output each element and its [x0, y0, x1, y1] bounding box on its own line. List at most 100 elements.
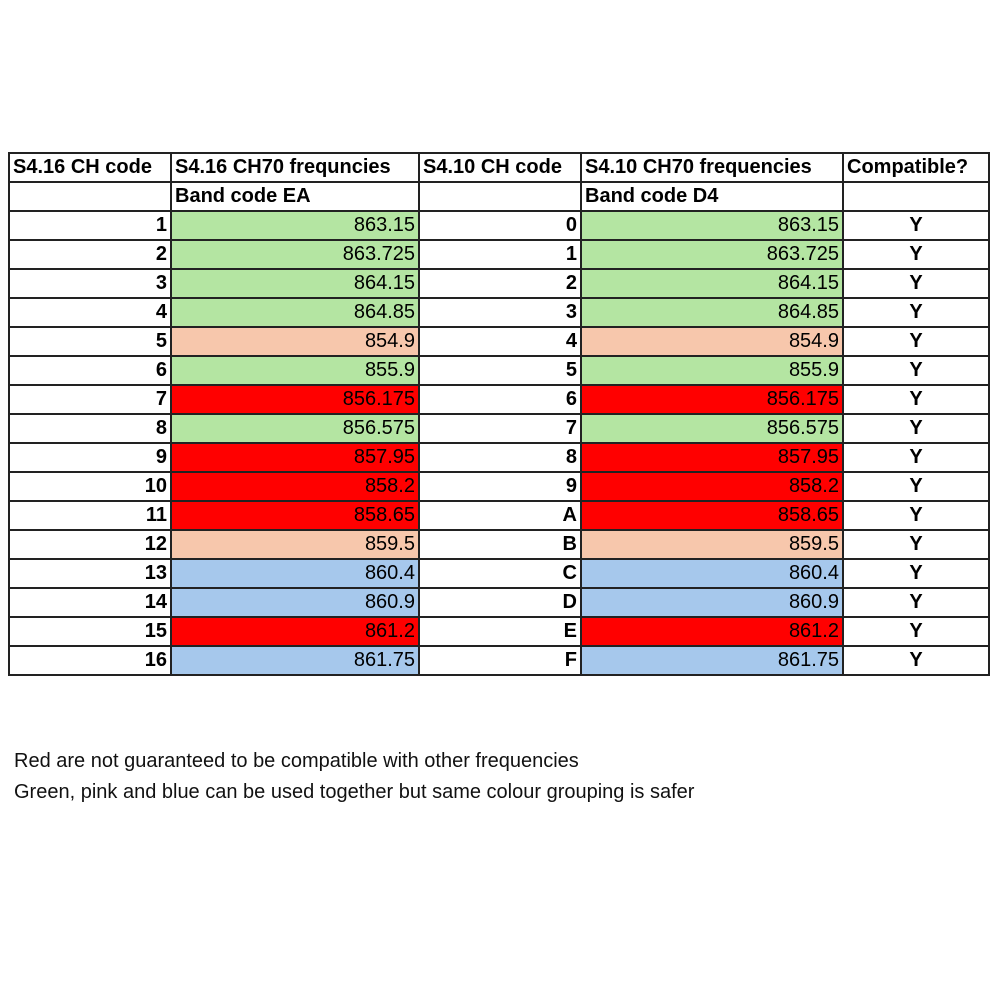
compatible-cell: Y: [842, 500, 990, 531]
code-cell: 4: [418, 326, 582, 357]
header-row: S4.16 CH code S4.16 CH70 frequncies S4.10 …: [8, 152, 990, 183]
compatible-cell: Y: [842, 442, 990, 473]
frequency-cell: 854.9: [170, 326, 420, 357]
compatible-cell: Y: [842, 471, 990, 502]
frequency-cell: 856.175: [170, 384, 420, 415]
table-row: 5 854.9 4 854.9 Y: [8, 326, 990, 357]
code-cell: F: [418, 645, 582, 676]
frequency-cell: 863.15: [580, 210, 844, 241]
note: Green, pink and blue can be used togethe…: [14, 781, 695, 803]
compatible-cell: Y: [842, 587, 990, 618]
code-cell: 8: [8, 413, 172, 444]
table-row: 2 863.725 1 863.725 Y: [8, 239, 990, 270]
empty-cell: [8, 181, 172, 212]
code-cell: 14: [8, 587, 172, 618]
frequency-cell: 863.725: [580, 239, 844, 270]
code-cell: 2: [8, 239, 172, 270]
code-cell: 2: [418, 268, 582, 299]
frequency-cell: 858.65: [580, 500, 844, 531]
code-cell: 13: [8, 558, 172, 589]
frequency-cell: 860.4: [170, 558, 420, 589]
table-body: S4.16 CH code S4.16 CH70 frequncies S4.10 …: [8, 152, 990, 676]
code-cell: 9: [8, 442, 172, 473]
table-row: 1 863.15 0 863.15 Y: [8, 210, 990, 241]
frequency-cell: 864.15: [580, 268, 844, 299]
compatible-cell: Y: [842, 413, 990, 444]
table-row: 16 861.75 F 861.75 Y: [8, 645, 990, 676]
code-cell: D: [418, 587, 582, 618]
header-cell: Compatible?: [842, 152, 990, 183]
code-cell: 5: [8, 326, 172, 357]
compatible-cell: Y: [842, 616, 990, 647]
code-cell: 7: [8, 384, 172, 415]
code-cell: C: [418, 558, 582, 589]
table-row: 7 856.175 6 856.175 Y: [8, 384, 990, 415]
code-cell: 16: [8, 645, 172, 676]
table-row: 8 856.575 7 856.575 Y: [8, 413, 990, 444]
table-row: 6 855.9 5 855.9 Y: [8, 355, 990, 386]
frequency-cell: 861.75: [580, 645, 844, 676]
frequency-cell: 861.75: [170, 645, 420, 676]
frequency-cell: 864.85: [170, 297, 420, 328]
table-row: 11 858.65 A 858.65 Y: [8, 500, 990, 531]
code-cell: 3: [418, 297, 582, 328]
frequency-cell: 861.2: [580, 616, 844, 647]
compatible-cell: Y: [842, 355, 990, 386]
code-cell: 3: [8, 268, 172, 299]
frequency-cell: 857.95: [170, 442, 420, 473]
code-cell: 0: [418, 210, 582, 241]
frequency-cell: 857.95: [580, 442, 844, 473]
frequency-cell: 860.9: [580, 587, 844, 618]
table-row: 14 860.9 D 860.9 Y: [8, 587, 990, 618]
frequency-cell: 859.5: [580, 529, 844, 560]
compatible-cell: Y: [842, 326, 990, 357]
frequency-cell: 856.175: [580, 384, 844, 415]
compatible-cell: Y: [842, 268, 990, 299]
code-cell: 9: [418, 471, 582, 502]
code-cell: 10: [8, 471, 172, 502]
notes: Red are not guaranteed to be compatible …: [14, 746, 694, 808]
code-cell: E: [418, 616, 582, 647]
table-row: 13 860.4 C 860.4 Y: [8, 558, 990, 589]
subheader-cell: Band code EA: [170, 181, 420, 212]
frequency-cell: 861.2: [170, 616, 420, 647]
code-cell: 8: [418, 442, 582, 473]
compatible-cell: Y: [842, 239, 990, 270]
code-cell: 6: [418, 384, 582, 415]
compatible-cell: Y: [842, 210, 990, 241]
table-row: 4 864.85 3 864.85 Y: [8, 297, 990, 328]
compatible-cell: Y: [842, 645, 990, 676]
frequency-cell: 860.4: [580, 558, 844, 589]
subheader-row: Band code EA Band code D4: [8, 181, 990, 212]
compatible-cell: Y: [842, 384, 990, 415]
code-cell: 11: [8, 500, 172, 531]
frequency-table: S4.16 CH code S4.16 CH70 frequncies S4.10 …: [8, 152, 990, 676]
table-row: 3 864.15 2 864.15 Y: [8, 268, 990, 299]
code-cell: 1: [418, 239, 582, 270]
table-row: 12 859.5 B 859.5 Y: [8, 529, 990, 560]
frequency-cell: 864.15: [170, 268, 420, 299]
table-row: 10 858.2 9 858.2 Y: [8, 471, 990, 502]
frequency-cell: 855.9: [170, 355, 420, 386]
compatible-cell: Y: [842, 558, 990, 589]
code-cell: 15: [8, 616, 172, 647]
subheader-cell: Band code D4: [580, 181, 844, 212]
empty-cell: [418, 181, 582, 212]
compatible-cell: Y: [842, 529, 990, 560]
code-cell: 1: [8, 210, 172, 241]
frequency-cell: 864.85: [580, 297, 844, 328]
compatible-cell: Y: [842, 297, 990, 328]
table-row: 9 857.95 8 857.95 Y: [8, 442, 990, 473]
code-cell: 12: [8, 529, 172, 560]
frequency-cell: 854.9: [580, 326, 844, 357]
code-cell: B: [418, 529, 582, 560]
header-cell: S4.10 CH code: [418, 152, 582, 183]
frequency-cell: 863.15: [170, 210, 420, 241]
frequency-cell: 860.9: [170, 587, 420, 618]
header-cell: S4.10 CH70 frequencies: [580, 152, 844, 183]
table-row: 15 861.2 E 861.2 Y: [8, 616, 990, 647]
code-cell: A: [418, 500, 582, 531]
note: Red are not guaranteed to be compatible …: [14, 750, 579, 772]
frequency-cell: 858.2: [170, 471, 420, 502]
